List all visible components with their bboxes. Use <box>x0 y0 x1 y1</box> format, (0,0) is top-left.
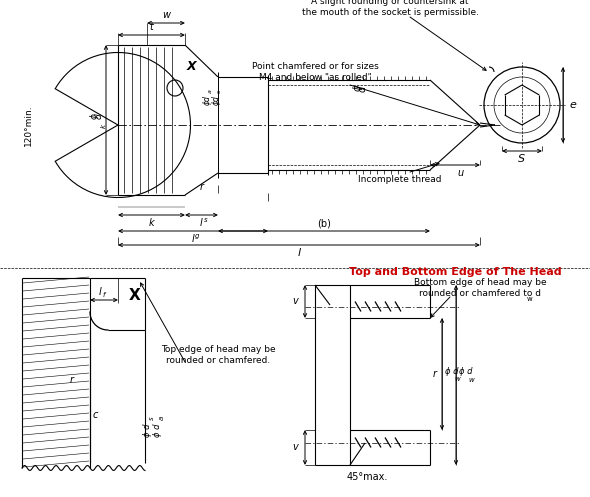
Text: g: g <box>195 233 199 239</box>
Text: 45°max.: 45°max. <box>347 472 388 482</box>
Text: l: l <box>192 234 194 244</box>
Text: s: s <box>149 416 155 420</box>
Text: l: l <box>200 218 203 228</box>
Text: ϕ d: ϕ d <box>153 423 162 437</box>
Text: Point chamfered or for sizes
M4 and below "as rolled": Point chamfered or for sizes M4 and belo… <box>251 62 378 82</box>
Text: X: X <box>186 61 196 74</box>
Text: l: l <box>99 287 101 297</box>
Text: r: r <box>70 375 74 385</box>
Text: X: X <box>129 288 141 304</box>
Text: d: d <box>358 86 368 92</box>
Text: Top and Bottom Edge of The Head: Top and Bottom Edge of The Head <box>349 267 561 277</box>
Text: t: t <box>149 22 153 32</box>
Text: v: v <box>292 297 298 307</box>
Text: S: S <box>519 154 526 164</box>
Text: s: s <box>204 217 207 223</box>
Text: r: r <box>433 369 437 379</box>
Text: A slight rounding or countersink at
the mouth of the socket is permissible.: A slight rounding or countersink at the … <box>301 0 478 17</box>
Text: l: l <box>297 248 300 258</box>
Text: a: a <box>159 416 165 420</box>
Text: s: s <box>217 89 221 92</box>
Text: a: a <box>208 89 212 93</box>
Text: ϕ d: ϕ d <box>143 423 152 437</box>
Text: 120°min.: 120°min. <box>24 104 32 146</box>
Text: d: d <box>94 113 103 119</box>
Text: Bottom edge of head may be
rounded or chamfered to d: Bottom edge of head may be rounded or ch… <box>414 278 546 298</box>
Text: w: w <box>527 296 533 302</box>
Text: ϕ: ϕ <box>353 85 363 91</box>
Text: Top edge of head may be
rounded or chamfered.: Top edge of head may be rounded or chamf… <box>160 345 276 365</box>
Text: u: u <box>457 168 463 178</box>
Text: f: f <box>103 292 105 298</box>
Text: w: w <box>162 10 170 20</box>
Text: Incomplete thread: Incomplete thread <box>358 175 442 184</box>
Text: e: e <box>569 100 576 110</box>
Text: ϕ d: ϕ d <box>459 367 473 377</box>
Text: c: c <box>92 410 98 420</box>
Text: ϕ d: ϕ d <box>445 366 459 376</box>
Text: v: v <box>292 442 298 452</box>
Text: ϕd: ϕd <box>211 95 221 105</box>
Text: (b): (b) <box>317 218 331 228</box>
Text: k: k <box>101 124 107 128</box>
Text: w: w <box>454 376 460 382</box>
Text: w: w <box>468 377 474 383</box>
Text: r: r <box>200 182 204 192</box>
Text: k: k <box>149 218 155 228</box>
Text: ϕd: ϕd <box>202 95 211 105</box>
Text: ϕ: ϕ <box>90 113 99 119</box>
